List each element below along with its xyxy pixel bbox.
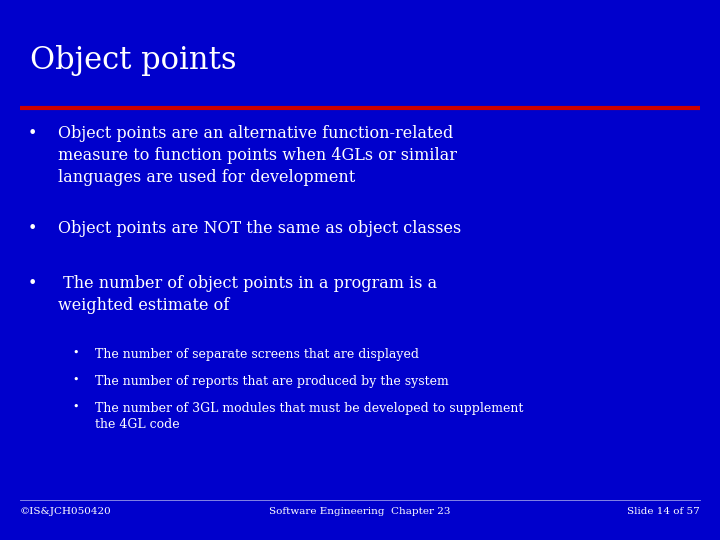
Text: The number of 3GL modules that must be developed to supplement
the 4GL code: The number of 3GL modules that must be d… — [95, 402, 523, 431]
Text: Software Engineering  Chapter 23: Software Engineering Chapter 23 — [269, 507, 451, 516]
Text: •: • — [72, 348, 78, 358]
Text: •: • — [28, 275, 37, 292]
Text: Object points are an alternative function-related
measure to function points whe: Object points are an alternative functio… — [58, 125, 457, 186]
Text: The number of separate screens that are displayed: The number of separate screens that are … — [95, 348, 419, 361]
Text: Object points: Object points — [30, 45, 237, 76]
Text: ©IS&JCH050420: ©IS&JCH050420 — [20, 507, 112, 516]
Text: •: • — [28, 125, 37, 142]
Text: The number of reports that are produced by the system: The number of reports that are produced … — [95, 375, 449, 388]
Text: Slide 14 of 57: Slide 14 of 57 — [627, 507, 700, 516]
Text: The number of object points in a program is a
weighted estimate of: The number of object points in a program… — [58, 275, 437, 314]
Text: Object points are NOT the same as object classes: Object points are NOT the same as object… — [58, 220, 462, 237]
Text: •: • — [72, 375, 78, 385]
Text: •: • — [72, 402, 78, 412]
Text: •: • — [28, 220, 37, 237]
